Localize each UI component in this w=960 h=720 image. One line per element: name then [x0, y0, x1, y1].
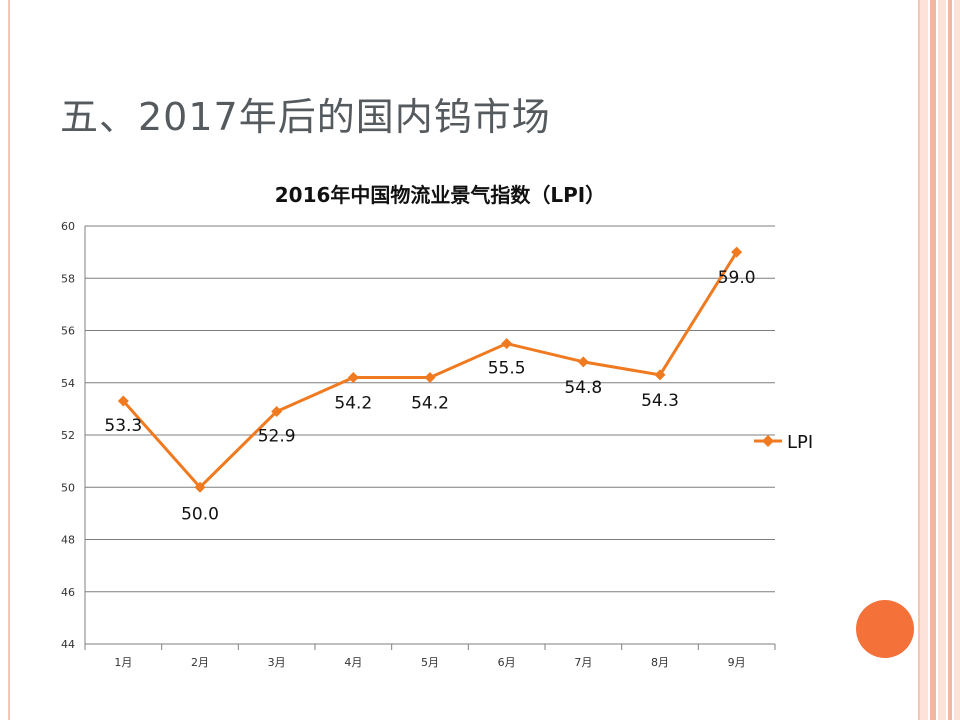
y-tick-label: 46 [61, 586, 75, 599]
x-tick-label: 3月 [268, 656, 286, 669]
data-label: 54.8 [564, 378, 602, 398]
x-tick-label: 7月 [574, 656, 592, 669]
x-tick-label: 9月 [728, 656, 746, 669]
y-tick-label: 54 [61, 377, 75, 390]
decorative-circle [856, 600, 914, 658]
data-point [271, 405, 283, 417]
chart-title: 2016年中国物流业景气指数（LPI） [274, 183, 606, 207]
data-label: 50.0 [181, 504, 219, 524]
y-tick-label: 50 [61, 481, 75, 494]
y-tick-label: 48 [61, 534, 75, 547]
legend-label: LPI [787, 432, 813, 453]
slide-title: 五、2017年后的国内钨市场 [60, 95, 551, 139]
data-label: 53.3 [104, 416, 142, 436]
data-point [731, 246, 743, 258]
x-tick-label: 6月 [498, 656, 516, 669]
data-point [347, 372, 359, 384]
data-label: 52.9 [258, 426, 296, 446]
y-tick-label: 58 [61, 272, 75, 285]
data-label: 54.2 [334, 394, 372, 414]
slide-frame-right [918, 0, 920, 720]
series-line-lpi [122, 251, 738, 489]
x-tick-label: 1月 [114, 656, 132, 669]
y-tick-label: 44 [61, 638, 75, 651]
data-label: 59.0 [718, 268, 756, 288]
y-tick-label: 56 [61, 325, 75, 338]
data-point [654, 369, 666, 381]
decorative-stripes [920, 0, 960, 720]
x-tick-label: 2月 [191, 656, 209, 669]
x-tick-label: 5月 [421, 656, 439, 669]
y-tick-label: 60 [61, 220, 75, 233]
legend-marker [762, 435, 774, 447]
data-point [424, 372, 436, 384]
data-point [577, 356, 589, 368]
data-label: 55.5 [488, 359, 526, 379]
data-point [117, 395, 129, 407]
data-point [501, 338, 513, 350]
data-point [194, 481, 206, 493]
x-tick-label: 4月 [344, 656, 362, 669]
data-label: 54.3 [641, 391, 679, 411]
data-label: 54.2 [411, 394, 449, 414]
x-tick-label: 8月 [651, 656, 669, 669]
y-tick-label: 52 [61, 429, 75, 442]
slide-frame-left [8, 0, 10, 720]
